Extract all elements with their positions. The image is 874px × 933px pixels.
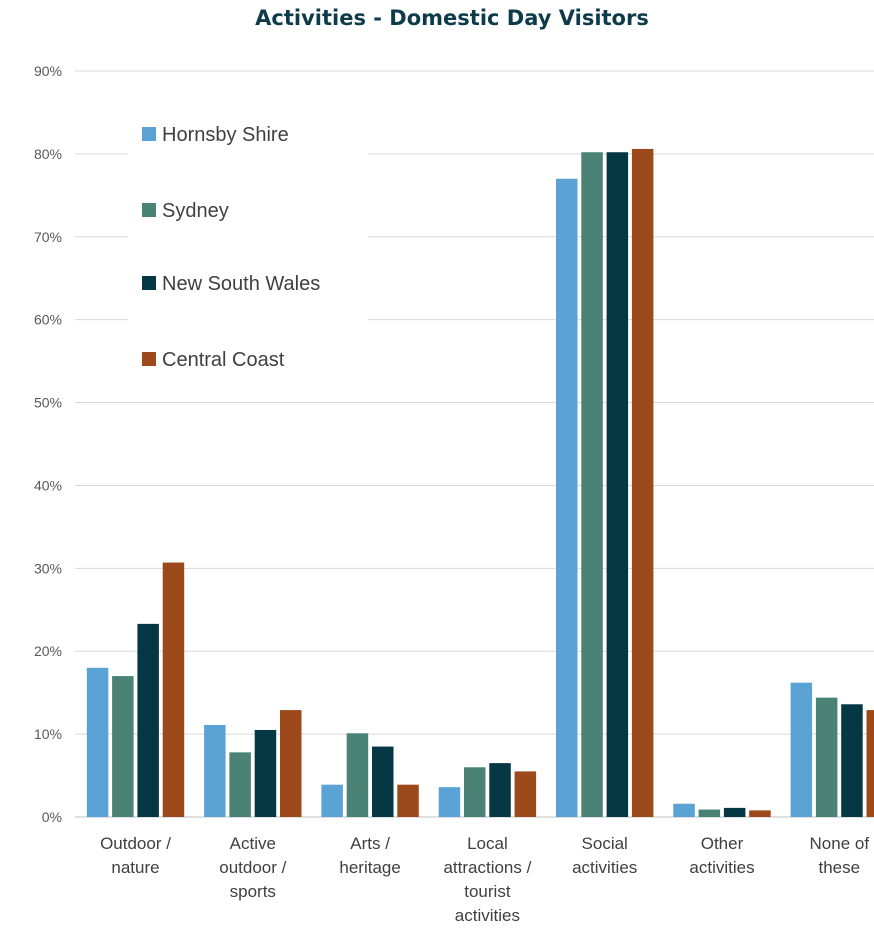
bar-new-south-wales — [841, 704, 863, 817]
legend-swatch — [142, 276, 156, 290]
y-tick-label: 40% — [34, 477, 62, 493]
x-tick-label: activities — [689, 858, 754, 877]
y-tick-label: 70% — [34, 229, 62, 245]
x-tick-label: Active — [230, 834, 276, 853]
x-tick-label: sports — [230, 882, 276, 901]
bar-sydney — [464, 767, 486, 817]
bar-hornsby-shire — [204, 724, 226, 817]
x-tick-label: activities — [572, 858, 637, 877]
y-tick-label: 10% — [34, 726, 62, 742]
bar-hornsby-shire — [86, 667, 109, 817]
bar-hornsby-shire — [556, 178, 578, 817]
bar-new-south-wales — [723, 807, 746, 817]
bar-hornsby-shire — [673, 803, 695, 817]
y-tick-label: 20% — [34, 643, 62, 659]
x-tick-label: Local — [467, 834, 508, 853]
x-tick-label: tourist — [464, 882, 511, 901]
bar-sydney — [112, 676, 134, 817]
x-tick-label: Social — [582, 834, 628, 853]
y-tick-label: 60% — [34, 312, 62, 328]
legend-label: Sydney — [162, 200, 229, 222]
x-tick-label: heritage — [339, 858, 400, 877]
bar-new-south-wales — [606, 152, 629, 818]
y-tick-label: 0% — [42, 809, 62, 825]
bar-central-coast — [631, 148, 654, 818]
bar-hornsby-shire — [438, 787, 461, 817]
legend-swatch — [142, 127, 156, 141]
legend-label: New South Wales — [162, 273, 320, 295]
x-tick-label: these — [819, 858, 861, 877]
x-tick-label: Outdoor / — [100, 834, 171, 853]
bar-central-coast — [162, 562, 185, 817]
y-tick-label: 80% — [34, 146, 62, 162]
bar-new-south-wales — [254, 729, 277, 817]
legend-label: Central Coast — [162, 349, 285, 371]
x-tick-label: nature — [111, 858, 159, 877]
bar-sydney — [581, 152, 603, 818]
bar-new-south-wales — [372, 746, 394, 817]
bar-hornsby-shire — [321, 784, 343, 817]
chart-title: Activities - Domestic Day Visitors — [255, 6, 649, 30]
bar-sydney — [346, 733, 369, 817]
bar-sydney — [815, 697, 838, 817]
x-tick-label: Arts / — [350, 834, 390, 853]
legend-background — [128, 106, 368, 396]
bar-central-coast — [514, 771, 537, 817]
legend-label: Hornsby Shire — [162, 124, 289, 146]
bar-central-coast — [397, 784, 419, 817]
legend-swatch — [142, 352, 156, 366]
x-tick-label: activities — [455, 906, 520, 925]
bar-new-south-wales — [489, 763, 511, 817]
x-tick-label: None of — [810, 834, 870, 853]
x-tick-label: attractions / — [443, 858, 531, 877]
bar-sydney — [698, 809, 721, 817]
bar-central-coast — [866, 710, 874, 817]
bar-hornsby-shire — [790, 682, 813, 817]
x-tick-label: Other — [701, 834, 744, 853]
y-tick-label: 50% — [34, 395, 62, 411]
bar-central-coast — [749, 810, 771, 817]
x-tick-label: outdoor / — [219, 858, 286, 877]
bar-sydney — [229, 752, 251, 817]
y-tick-label: 90% — [34, 63, 62, 79]
bar-central-coast — [280, 710, 302, 817]
legend-swatch — [142, 203, 156, 217]
bar-new-south-wales — [137, 623, 159, 817]
y-tick-label: 30% — [34, 560, 62, 576]
